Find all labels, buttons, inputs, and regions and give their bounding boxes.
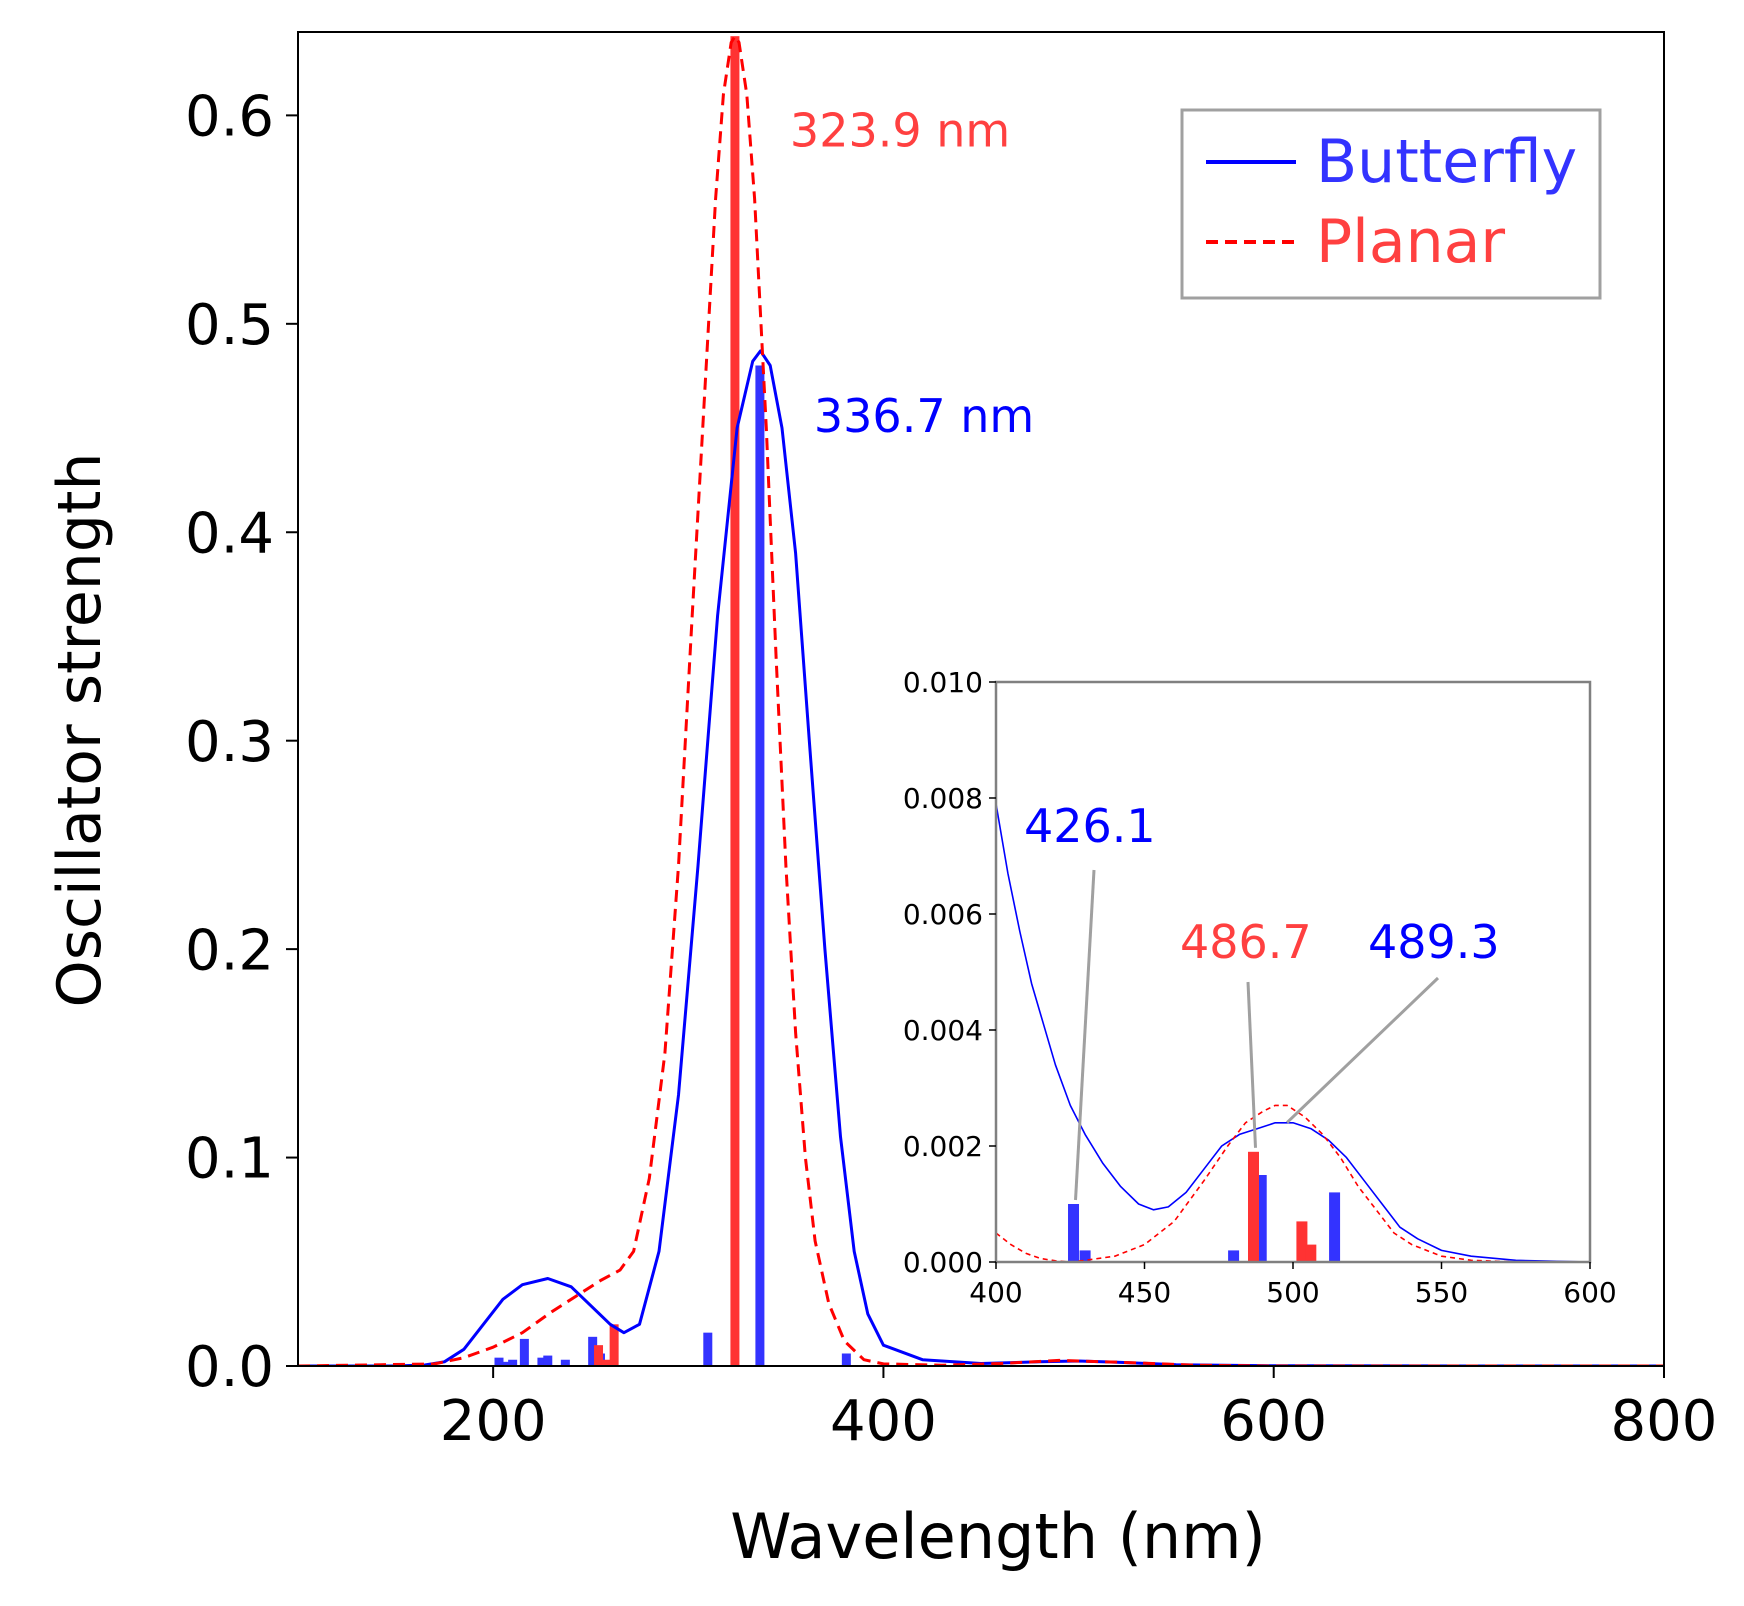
main-y-tick-label: 0.3 xyxy=(185,710,274,775)
main-annotations: 323.9 nm 336.7 nm xyxy=(790,104,1034,444)
inset-x-tick-label: 450 xyxy=(1118,1276,1171,1309)
inset-butterfly-bar xyxy=(1068,1204,1080,1262)
inset-axes: 400 450 500 550 600 0.000 0.002 0.004 0.006 0.008… xyxy=(903,666,1617,1309)
main-planar-line xyxy=(298,34,1664,1366)
main-chart: 200 400 600 800 0.0 0.1 0.2 0.3 0.4 0.5 0.6 Wavele… xyxy=(45,31,1718,1573)
main-planar-bar xyxy=(601,1359,611,1366)
main-y-tick-label: 0.4 xyxy=(185,501,274,566)
main-y-axis-label: Oscillator strength xyxy=(45,453,115,1008)
main-butterfly-bar xyxy=(543,1355,553,1366)
inset-x-tick-label: 400 xyxy=(969,1276,1022,1309)
main-butterfly-bar xyxy=(588,1336,598,1366)
main-y-tick-label: 0.5 xyxy=(185,293,274,358)
main-butterfly-bar xyxy=(703,1332,713,1366)
main-y-tick-label: 0.6 xyxy=(185,85,274,150)
inset-planar-bar xyxy=(1305,1244,1317,1262)
main-axes: 200 400 600 800 0.0 0.1 0.2 0.3 0.4 0.5 0.6 xyxy=(185,31,1718,1454)
main-x-tick-label: 800 xyxy=(1611,1389,1718,1454)
main-butterfly-bar xyxy=(755,365,765,1366)
main-butterfly-bar xyxy=(508,1359,518,1366)
inset-butterfly-bar xyxy=(1255,1175,1267,1262)
main-plot-frame xyxy=(297,31,1665,1367)
inset-label-489: 489.3 xyxy=(1368,915,1500,969)
inset-x-tick-label: 600 xyxy=(1563,1276,1616,1309)
main-y-tick-label: 0.0 xyxy=(185,1335,274,1400)
inset-y-tick-label: 0.006 xyxy=(903,898,983,931)
inset-x-tick-label: 550 xyxy=(1415,1276,1468,1309)
inset-plot-marks xyxy=(996,803,1590,1262)
inset-butterfly-bar xyxy=(1079,1250,1091,1262)
inset-leader-426 xyxy=(1074,869,1096,1201)
main-butterfly-bar xyxy=(537,1357,547,1366)
inset-annotations: 426.1 486.7 489.3 xyxy=(1024,799,1500,1201)
main-y-tick-label: 0.1 xyxy=(185,1127,274,1192)
inset-label-486: 486.7 xyxy=(1180,915,1312,969)
main-plot-marks xyxy=(298,34,1664,1366)
main-butterfly-bar xyxy=(560,1359,570,1366)
inset-leader-486 xyxy=(1246,981,1257,1148)
main-planar-bar xyxy=(609,1324,619,1366)
main-butterfly-bar xyxy=(494,1357,504,1366)
legend: Butterfly Planar xyxy=(1180,108,1602,300)
inset-planar-bar xyxy=(1296,1221,1308,1262)
main-butterfly-bar xyxy=(841,1353,851,1366)
main-planar-bar xyxy=(730,36,740,1366)
inset-butterfly-bar xyxy=(1228,1250,1240,1262)
legend-butterfly-label: Butterfly xyxy=(1316,127,1577,197)
main-x-tick-label: 600 xyxy=(1220,1389,1327,1454)
inset-background xyxy=(996,682,1590,1262)
inset-x-tick-label: 500 xyxy=(1266,1276,1319,1309)
inset-chart: 400 450 500 550 600 0.000 0.002 0.004 0.006 0.008… xyxy=(903,666,1617,1309)
main-butterfly-bar xyxy=(502,1361,512,1366)
main-x-axis-label: Wavelength (nm) xyxy=(730,1500,1266,1573)
inset-leader-489 xyxy=(1286,976,1440,1124)
legend-frame xyxy=(1180,108,1602,300)
inset-y-tick-label: 0.000 xyxy=(903,1246,983,1279)
planar-peak-label: 323.9 nm xyxy=(790,104,1010,158)
butterfly-peak-label: 336.7 nm xyxy=(814,389,1034,443)
inset-y-tick-label: 0.002 xyxy=(903,1130,983,1163)
main-planar-bar xyxy=(594,1345,604,1366)
main-x-tick-label: 400 xyxy=(830,1389,937,1454)
main-y-tick-label: 0.2 xyxy=(185,918,274,983)
legend-planar-label: Planar xyxy=(1316,207,1505,277)
inset-y-tick-label: 0.008 xyxy=(903,782,983,815)
main-x-tick-label: 200 xyxy=(440,1389,547,1454)
inset-planar-bar xyxy=(1247,1151,1259,1262)
inset-butterfly-line xyxy=(996,803,1590,1262)
inset-label-426: 426.1 xyxy=(1024,799,1156,853)
inset-butterfly-bar xyxy=(1329,1192,1341,1262)
main-butterfly-bar xyxy=(519,1338,529,1366)
inset-y-tick-label: 0.004 xyxy=(903,1014,983,1047)
inset-y-tick-label: 0.010 xyxy=(903,666,983,699)
